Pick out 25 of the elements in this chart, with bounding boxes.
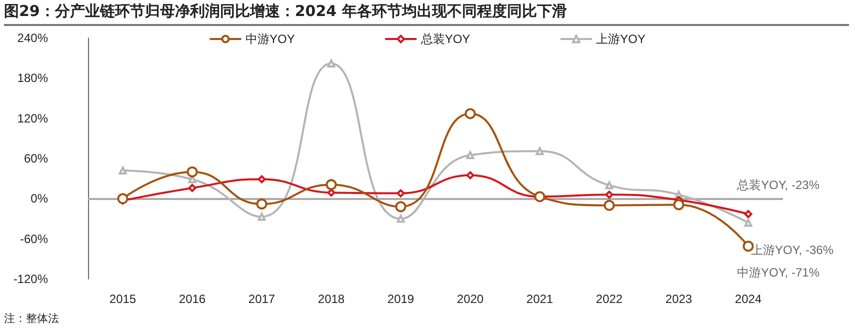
legend-label: 上游YOY <box>596 32 646 46</box>
y-tick-label: 120% <box>17 111 48 126</box>
x-tick-label: 2015 <box>109 292 136 306</box>
x-tick-label: 2023 <box>665 292 692 306</box>
x-tick-label: 2020 <box>456 292 484 306</box>
x-tick-label: 2017 <box>248 292 276 306</box>
y-tick-label: -60% <box>20 232 48 246</box>
chart-title: 图29：分产业链环节归母净利润同比增速：2024 年各环节均出现不同程度同比下滑 <box>4 2 849 26</box>
data-label: 总装YOY, -23% <box>736 178 820 192</box>
legend-label: 中游YOY <box>245 32 295 46</box>
y-tick-label: 180% <box>17 71 48 86</box>
y-tick-label: 0% <box>30 192 48 206</box>
x-tick-label: 2022 <box>596 292 623 306</box>
y-tick-label: 240% <box>17 31 48 45</box>
data-label: 中游YOY, -71% <box>737 266 820 280</box>
x-tick-label: 2016 <box>178 292 206 306</box>
x-tick-label: 2018 <box>318 292 345 306</box>
x-tick-label: 2021 <box>526 292 554 306</box>
data-label: 上游YOY, -36% <box>751 242 834 257</box>
y-tick-label: -120% <box>13 272 48 286</box>
x-tick-label: 2019 <box>387 292 414 306</box>
legend-label: 总装YOY <box>420 32 470 46</box>
y-tick-label: 60% <box>24 152 48 166</box>
text: 注：整体法 <box>4 311 59 326</box>
x-tick-label: 2024 <box>734 292 762 306</box>
